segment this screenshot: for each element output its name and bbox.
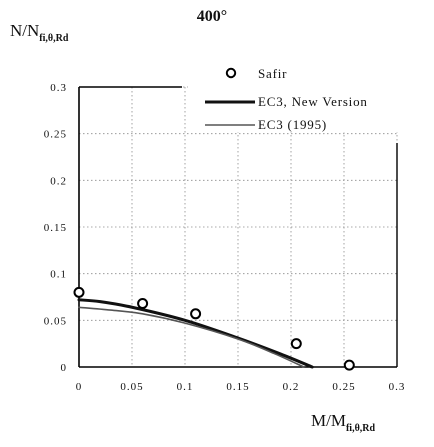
series-line-ec3-new bbox=[77, 298, 314, 369]
x-axis-label: M/Mfi,θ,Rd bbox=[311, 411, 376, 434]
x-axis-label-subscript: fi,θ,Rd bbox=[346, 423, 376, 434]
y-axis-label-main: N/N bbox=[10, 21, 39, 40]
y-axis-label-subscript: fi,θ,Rd bbox=[39, 33, 69, 44]
y-tick-label: 0.15 bbox=[44, 222, 67, 234]
axes bbox=[78, 86, 398, 368]
y-axis-label: N/Nfi,θ,Rd bbox=[10, 21, 69, 44]
safir-point bbox=[73, 286, 85, 298]
x-tick-label: 0.2 bbox=[283, 381, 300, 393]
legend-background bbox=[188, 60, 408, 132]
x-tick-label: 0.25 bbox=[332, 381, 355, 393]
tick-labels: 0 0.05 0.1 0.15 0.2 0.25 0.3 0 0.05 0.1 0.15 0.2 0.2… bbox=[44, 82, 406, 393]
x-tick-label: 0.3 bbox=[389, 381, 406, 393]
legend-label-safir: Safir bbox=[258, 66, 287, 81]
y-tick-label: 0.25 bbox=[44, 129, 67, 141]
x-axis-label-main: M/M bbox=[311, 411, 346, 430]
y-tick-label: 0.2 bbox=[50, 175, 67, 187]
safir-point bbox=[290, 338, 302, 350]
legend-marker-safir bbox=[225, 67, 237, 79]
legend-label-ec3-new: EC3, New Version bbox=[258, 94, 368, 109]
x-tick-label: 0.05 bbox=[120, 381, 143, 393]
y-tick-label: 0.3 bbox=[50, 82, 67, 94]
y-tick-label: 0.1 bbox=[50, 269, 67, 281]
legend-label-ec3-1995: EC3 (1995) bbox=[258, 117, 327, 132]
x-tick-label: 0 bbox=[76, 381, 83, 393]
x-tick-label: 0.15 bbox=[226, 381, 249, 393]
safir-point bbox=[190, 308, 202, 320]
y-tick-label: 0 bbox=[61, 362, 68, 374]
series-line-ec3-1995 bbox=[78, 306, 305, 368]
safir-point bbox=[137, 298, 149, 310]
chart-title: 400° bbox=[197, 8, 227, 25]
safir-point bbox=[343, 359, 355, 371]
series-layer bbox=[73, 286, 355, 371]
x-tick-label: 0.1 bbox=[177, 381, 194, 393]
legend: Safir EC3, New Version EC3 (1995) bbox=[188, 60, 408, 132]
y-tick-label: 0.05 bbox=[44, 315, 67, 327]
